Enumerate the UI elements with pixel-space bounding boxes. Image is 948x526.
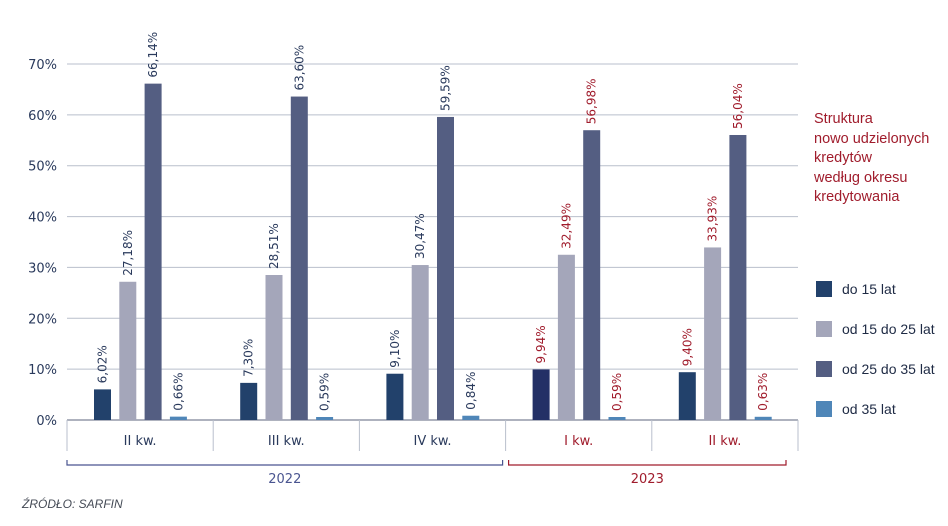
bar <box>608 416 626 420</box>
legend-label: od 25 do 35 lat <box>842 361 935 377</box>
legend-label: do 15 lat <box>842 281 896 297</box>
value-label: 63,60% <box>292 45 306 91</box>
bar <box>169 416 187 420</box>
value-label: 27,18% <box>121 230 135 276</box>
value-label: 59,59% <box>439 65 453 111</box>
value-label: 6,02% <box>96 345 110 383</box>
bar <box>462 415 480 420</box>
bar <box>557 254 575 420</box>
value-label: 0,66% <box>171 373 185 411</box>
chart-title-line: nowo udzielonych <box>814 130 930 147</box>
chart-title-line: kredytowania <box>814 189 900 205</box>
bar <box>240 382 258 420</box>
y-tick-label: 50% <box>28 160 57 175</box>
y-tick-label: 70% <box>28 58 57 73</box>
chart-title-line: kredytów <box>814 150 873 166</box>
value-label: 0,84% <box>464 372 478 410</box>
category-label: IV kw. <box>414 434 452 449</box>
y-tick-label: 40% <box>28 211 57 226</box>
y-tick-label: 30% <box>28 261 57 276</box>
value-label: 28,51% <box>267 223 281 269</box>
bar <box>704 247 722 420</box>
bar <box>437 116 454 420</box>
bar <box>119 281 137 420</box>
category-label: I kw. <box>564 434 593 449</box>
chart-title: Struktura nowo udzielonych kredytów według … <box>814 110 944 208</box>
year-label: 2022 <box>268 472 301 487</box>
value-label: 66,14% <box>146 32 160 78</box>
chart-title-line: Struktura <box>814 111 873 127</box>
category-label: II kw. <box>708 434 741 449</box>
bar <box>290 96 308 420</box>
chart-title-line: według okresu <box>814 169 908 186</box>
value-label: 56,98% <box>585 78 599 124</box>
category-label: II kw. <box>124 434 157 449</box>
legend-swatch <box>816 361 832 377</box>
bar <box>729 134 747 420</box>
legend-label: od 35 lat <box>842 401 896 417</box>
value-label: 30,47% <box>413 213 427 259</box>
value-label: 7,30% <box>242 339 256 377</box>
bar <box>144 83 162 420</box>
bar <box>411 265 429 420</box>
bar <box>754 416 772 420</box>
legend-swatch <box>816 401 832 417</box>
value-label: 0,59% <box>610 373 624 411</box>
value-label: 9,94% <box>534 325 548 363</box>
legend-swatch <box>816 281 832 297</box>
y-tick-label: 0% <box>36 414 57 429</box>
value-label: 32,49% <box>559 203 573 249</box>
bar <box>678 372 696 420</box>
source-note: ŹRÓDŁO: SARFIN <box>22 497 123 511</box>
bar <box>94 389 111 420</box>
year-bracket <box>508 460 787 466</box>
y-tick-label: 10% <box>28 363 57 378</box>
bar <box>316 416 334 420</box>
value-label: 33,93% <box>706 196 720 242</box>
year-label: 2023 <box>631 472 664 487</box>
bar <box>265 275 283 420</box>
value-label: 9,40% <box>680 328 694 366</box>
value-label: 0,59% <box>318 373 332 411</box>
y-tick-label: 60% <box>28 109 57 124</box>
year-bracket <box>66 460 504 466</box>
legend-label: od 15 do 25 lat <box>842 321 935 337</box>
y-tick-label: 20% <box>28 312 57 327</box>
value-label: 9,10% <box>388 330 402 368</box>
category-label: III kw. <box>268 434 305 449</box>
legend-swatch <box>816 321 832 337</box>
value-label: 56,04% <box>731 83 745 129</box>
bar <box>386 373 404 420</box>
bar <box>532 369 550 420</box>
bar <box>583 130 601 420</box>
value-label: 0,63% <box>756 373 770 411</box>
